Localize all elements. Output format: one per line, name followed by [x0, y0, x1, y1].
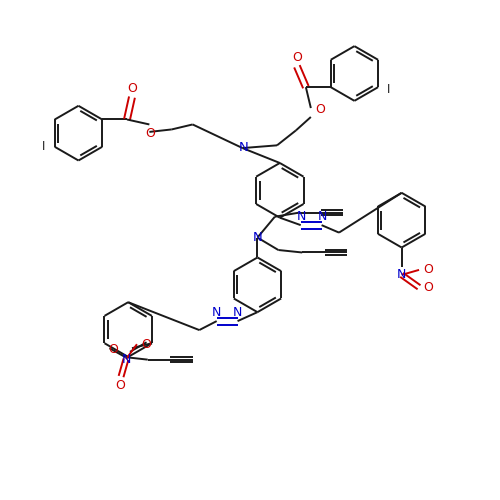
Text: N: N: [252, 231, 262, 244]
Text: I: I: [42, 140, 45, 153]
Text: N: N: [233, 306, 242, 318]
Text: N: N: [397, 268, 406, 281]
Text: O: O: [115, 379, 125, 392]
Text: O: O: [315, 102, 324, 116]
Text: N: N: [212, 306, 222, 318]
Text: O: O: [423, 264, 433, 276]
Text: O: O: [292, 51, 302, 64]
Text: O: O: [108, 342, 118, 355]
Text: N: N: [122, 352, 130, 366]
Text: N: N: [297, 210, 306, 222]
Text: O: O: [141, 338, 151, 350]
Text: O: O: [423, 281, 433, 294]
Text: I: I: [388, 83, 390, 96]
Text: N: N: [238, 140, 248, 153]
Text: N: N: [318, 210, 328, 222]
Text: O: O: [146, 127, 156, 140]
Text: O: O: [127, 82, 137, 94]
